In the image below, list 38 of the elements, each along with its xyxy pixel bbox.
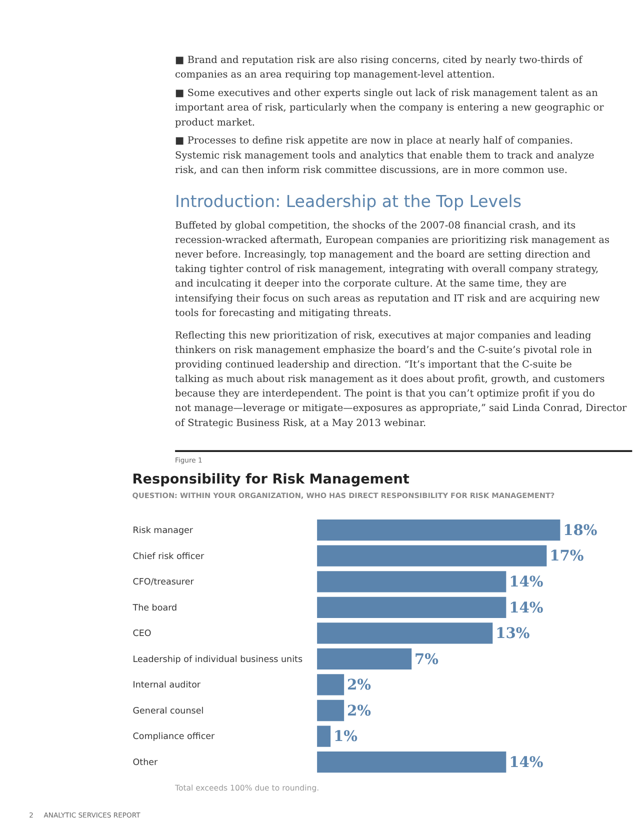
text: ■ Some executives and other experts single out lack of risk management talent as an important area of risk, particularly when the company is entering a new geographic or product market. [175,88,604,128]
data-label: 18% [563,522,598,539]
text: Buffeted by global competition, the shocks of the 2007-08 financial crash, and its recession-wracked aftermath, European companies are prioritizing risk management as never before. Increasingly, top management and the board are setting direction and taking tighter control of risk management, integrating with overall company strategy, and inculcating it deeper into the corporate culture. At the same time, they are intensifying their focus on such areas as reputation and IT risk and are acquiring new tools for forecasting and mitigating threats. [175,220,610,319]
bar [317,726,331,747]
bar [317,622,493,644]
y-tick-label: Compliance officer [132,732,216,742]
data-label: 14% [509,754,544,771]
y-tick-label: Leadership of individual business units [132,654,303,665]
bar [317,674,344,696]
y-tick-label: Internal auditor [132,680,201,691]
y-tick-label: Chief risk officer [132,552,205,562]
y-tick-label: Other [132,758,158,768]
text: ■ Processes to define risk appetite are now in place at nearly half of companies. Systemic risk management tools and analytics that enable them to track and analyze risk, and can then inform risk committee discussions, are in more common use. [175,136,595,176]
data-label: 17% [550,548,584,565]
bar [317,571,506,592]
text: Reflecting this new prioritization of risk, executives at major companies and leading thinkers on risk management emphasize the board’s and the C-suite’s pivotal role in providing continued leadership and direction. “It’s important that the C-suite be talking as much about risk management as it does about profit, growth, and customers because they are interdependent. The point is that you can’t optimize profit if you do not manage—leverage or mitigate—exposures as appropriate,” said Linda Conrad, Director of Strategic Business Risk, at a May 2013 webinar. [175,330,628,429]
bar [317,751,506,773]
y-tick-label: CFO/treasurer [132,578,194,588]
bar [317,700,344,722]
text: Introduction: Leadership at the Top Levels [175,192,522,211]
y-tick-label: The board [132,603,178,614]
bar [317,545,547,566]
data-label: 13% [496,625,530,642]
data-label: 7% [414,650,439,668]
chart-title: Responsibility for Risk Management [132,472,410,488]
data-label: 14% [509,599,544,616]
bar [317,596,506,618]
data-label: 1% [333,728,358,746]
data-label: 2% [346,676,372,694]
data-label: 2% [346,702,372,720]
text: ■ Brand and reputation risk are also rising concerns, cited by nearly two-thirds of companies as an area requiring top management-level attention. [175,55,584,81]
y-tick-label: General counsel [132,706,204,716]
text: Total exceeds 100% due to rounding. [174,783,320,792]
y-tick-label: CEO [132,629,152,640]
data-label: 14% [509,573,544,590]
bar [317,520,560,541]
bar [317,648,412,670]
y-tick-label: Risk manager [132,526,194,536]
